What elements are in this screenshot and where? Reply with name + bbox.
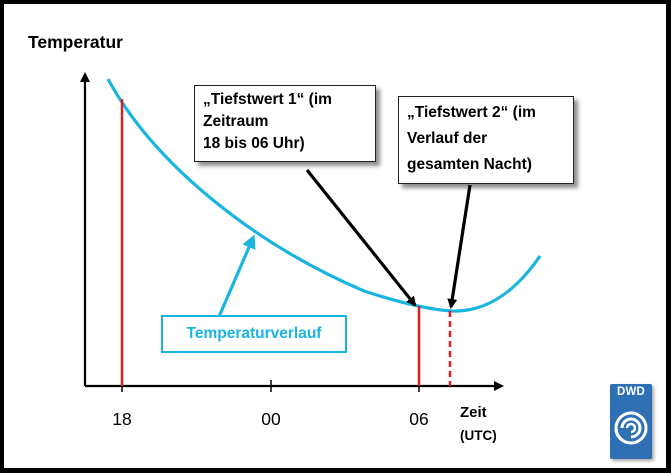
x-tick-label-06: 06 <box>409 409 428 429</box>
dwd-logo-text: DWD <box>616 386 646 398</box>
callout-2-line-3: gesamten Nacht) <box>407 156 532 173</box>
callout-1-line-3: 18 bis 06 Uhr) <box>203 135 305 152</box>
curve-label-arrow <box>216 234 256 320</box>
x-axis-label: Zeit <box>460 404 487 421</box>
callout-1-line-2: Zeitraum <box>203 113 269 130</box>
temperature-diagram: Temperatur 18 00 06 Zeit (UTC) <box>28 32 542 443</box>
dwd-swirl-icon <box>614 411 648 445</box>
x-axis-unit-label: (UTC) <box>460 428 497 443</box>
dwd-logo: DWD <box>610 384 652 459</box>
callout-2-line-2: Verlauf der <box>407 130 488 147</box>
callout-1-line-1: „Tiefstwert 1“ (im <box>203 91 332 108</box>
diagram-frame: Temperatur 18 00 06 Zeit (UTC) „Tiefstwe… <box>4 4 666 468</box>
callout-2-line-1: „Tiefstwert 2“ (im <box>407 104 536 121</box>
x-tick-label-18: 18 <box>112 409 131 429</box>
x-tick-label-00: 00 <box>261 409 281 429</box>
y-axis-label: Temperatur <box>28 32 123 52</box>
callout-tiefstwert-2: „Tiefstwert 2“ (im Verlauf der gesamten … <box>398 96 574 184</box>
callout-tiefstwert-1: „Tiefstwert 1“ (im Zeitraum 18 bis 06 Uh… <box>194 85 376 162</box>
temperature-curve <box>106 78 542 313</box>
callout-1-arrow <box>305 169 417 307</box>
temperature-curve-label: Temperaturverlauf <box>161 315 347 353</box>
callout-2-arrow <box>447 184 472 309</box>
